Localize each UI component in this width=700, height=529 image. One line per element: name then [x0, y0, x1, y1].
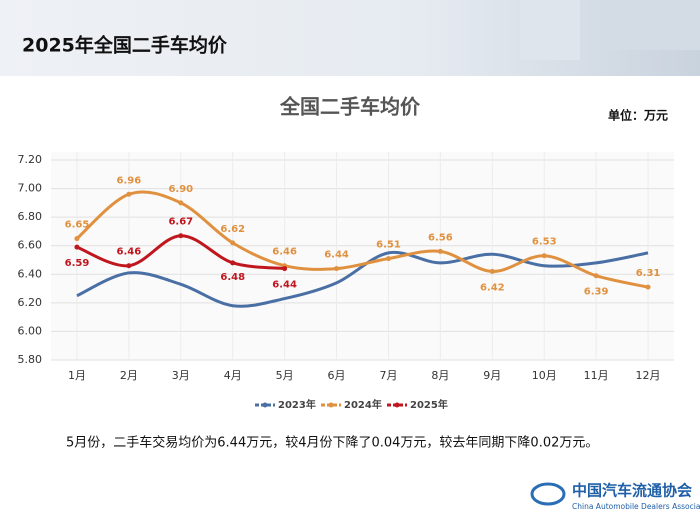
point	[593, 273, 599, 279]
x-tick-label: 11月	[584, 369, 609, 382]
y-tick-label: 6.60	[18, 239, 43, 252]
data-label: 6.65	[65, 220, 90, 231]
data-label: 6.39	[584, 287, 609, 298]
note: 5月份，二手车交易均价为6.44万元，较4月份下降了0.04万元，较去年同期下降…	[66, 435, 598, 451]
point	[645, 284, 651, 290]
x-tick-label: 4月	[224, 369, 242, 382]
data-label: 6.42	[480, 282, 505, 293]
header-decoration	[520, 0, 580, 60]
data-label: 6.44	[324, 250, 349, 261]
logo-english: China Automobile Dealers Association	[572, 502, 700, 511]
header-title: 2025年全国二手车均价	[22, 34, 228, 57]
plot-area	[51, 152, 674, 360]
legend-marker	[394, 402, 400, 408]
data-label: 6.44	[272, 280, 297, 291]
x-tick-label: 1月	[68, 369, 86, 382]
logo-name: 中国汽车流通协会	[572, 482, 692, 500]
data-label: 6.56	[428, 232, 453, 243]
data-label: 6.59	[65, 258, 90, 269]
x-tick-label: 10月	[532, 369, 557, 382]
y-tick-label: 7.20	[18, 153, 43, 166]
point	[126, 191, 132, 197]
data-label: 6.46	[272, 247, 297, 258]
data-label: 6.48	[220, 272, 245, 283]
y-tick-label: 6.20	[18, 296, 43, 309]
y-tick-label: 5.80	[18, 353, 43, 366]
point	[230, 260, 236, 266]
data-label: 6.46	[117, 247, 142, 258]
x-tick-label: 7月	[379, 369, 397, 382]
legend-label: 2025年	[410, 398, 448, 411]
legend-label: 2023年	[278, 398, 316, 411]
logo: 中国汽车流通协会 China Automobile Dealers Associ…	[530, 482, 700, 511]
legend-marker	[328, 402, 334, 408]
line-series	[76, 250, 649, 308]
data-label: 6.53	[532, 237, 557, 248]
x-tick-label: 2月	[120, 369, 138, 382]
x-tick-label: 3月	[172, 369, 190, 382]
point	[126, 263, 132, 269]
point	[385, 256, 391, 262]
data-label: 6.62	[220, 224, 245, 235]
data-label: 6.31	[636, 268, 661, 279]
legend-label: 2024年	[344, 398, 382, 411]
point	[282, 266, 288, 272]
unit-label: 单位：万元	[608, 108, 668, 123]
point	[74, 244, 80, 250]
y-tick-label: 6.80	[18, 210, 43, 223]
point	[334, 266, 340, 272]
x-tick-label: 6月	[328, 369, 346, 382]
y-tick-label: 7.00	[18, 182, 43, 195]
y-tick-label: 6.00	[18, 324, 43, 337]
point	[541, 253, 547, 259]
header-bar	[0, 0, 700, 76]
y-tick-label: 6.40	[18, 267, 43, 280]
data-label: 6.51	[376, 240, 401, 251]
point	[437, 248, 443, 254]
data-label: 6.67	[168, 217, 193, 228]
x-tick-label: 12月	[636, 369, 661, 382]
point	[489, 268, 495, 274]
logo-mark	[530, 482, 566, 506]
x-tick-label: 5月	[276, 369, 294, 382]
point	[74, 236, 80, 242]
x-tick-label: 8月	[431, 369, 449, 382]
chart-title: 全国二手车均价	[279, 95, 421, 119]
legend-marker	[262, 402, 268, 408]
data-label: 6.90	[168, 184, 193, 195]
data-label: 6.96	[117, 175, 142, 186]
x-tick-label: 9月	[483, 369, 501, 382]
point	[230, 240, 236, 246]
point	[178, 200, 184, 206]
header-decoration	[600, 0, 700, 50]
point	[178, 233, 184, 239]
